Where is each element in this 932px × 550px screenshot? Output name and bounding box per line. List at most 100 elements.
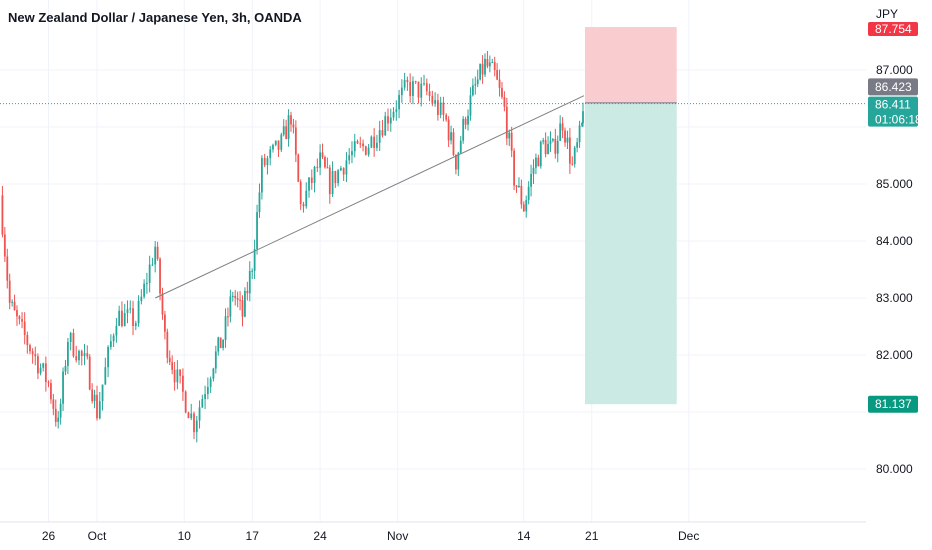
time-axis[interactable]: 26 Oct 10 17 24 Nov 14 21 Dec bbox=[42, 529, 700, 543]
candle-body bbox=[297, 154, 300, 182]
candle-body bbox=[447, 119, 450, 141]
candle-body bbox=[527, 186, 530, 200]
candle-body bbox=[69, 332, 72, 342]
candle-body bbox=[479, 63, 482, 80]
candle-body bbox=[535, 157, 537, 168]
candle-body bbox=[556, 140, 559, 154]
candle-body bbox=[231, 295, 234, 297]
candle-body bbox=[241, 300, 244, 317]
candle-body bbox=[140, 296, 143, 301]
candle-body bbox=[187, 412, 190, 419]
candle-body bbox=[219, 337, 222, 349]
time-tick-label: 26 bbox=[42, 529, 56, 543]
candle-body bbox=[469, 95, 472, 116]
candle-body bbox=[282, 126, 285, 135]
candle-body bbox=[37, 356, 39, 374]
candle-body bbox=[54, 408, 57, 422]
candle-body bbox=[190, 413, 193, 419]
entry-price-tag: 86.423 bbox=[868, 78, 918, 96]
time-tick-label: 17 bbox=[246, 529, 260, 543]
candle-body bbox=[143, 283, 146, 297]
candle-body bbox=[568, 137, 571, 164]
candle-body bbox=[319, 152, 321, 168]
candle-body bbox=[59, 403, 62, 418]
trendline[interactable] bbox=[154, 95, 585, 299]
candle-body bbox=[214, 351, 217, 369]
candle-body bbox=[428, 91, 431, 96]
candle-body bbox=[578, 125, 581, 143]
candle-body bbox=[515, 185, 518, 188]
candle-body bbox=[280, 134, 283, 150]
time-tick-label: Dec bbox=[678, 529, 699, 543]
candle-body bbox=[414, 81, 417, 83]
candle-body bbox=[115, 325, 118, 336]
candle-body bbox=[398, 95, 400, 110]
candle-body bbox=[179, 369, 182, 376]
candle-body bbox=[6, 256, 9, 281]
price-axis[interactable]: 87.000 85.000 84.000 83.000 82.000 80.000 bbox=[876, 63, 913, 476]
take-profit-zone bbox=[585, 102, 677, 405]
candle-body bbox=[339, 168, 342, 171]
candle-body bbox=[582, 111, 584, 124]
stop-price-tag-text: 87.754 bbox=[875, 22, 912, 36]
candle-body bbox=[348, 155, 351, 161]
candle-body bbox=[310, 177, 313, 183]
last-price-tag-bg bbox=[868, 96, 918, 127]
candle-body bbox=[75, 356, 78, 361]
candle-body bbox=[491, 62, 494, 64]
time-tick-label: 21 bbox=[585, 529, 599, 543]
candle-body bbox=[518, 185, 520, 188]
candle-body bbox=[476, 79, 479, 85]
candle-body bbox=[554, 138, 557, 154]
candle-body bbox=[248, 270, 251, 294]
candle-body bbox=[581, 123, 583, 126]
candle-body bbox=[182, 375, 184, 392]
currency-label: JPY bbox=[876, 7, 898, 21]
price-tick-label: 82.000 bbox=[876, 348, 913, 362]
candle-body bbox=[381, 130, 384, 136]
candle-body bbox=[406, 79, 409, 83]
candle-body bbox=[217, 337, 220, 352]
candle-body bbox=[287, 115, 290, 140]
candle-body bbox=[392, 111, 395, 118]
candle-body bbox=[378, 130, 381, 143]
candle-body bbox=[544, 140, 547, 155]
candle-body bbox=[561, 123, 564, 131]
candle-body bbox=[496, 70, 499, 80]
candle-body bbox=[251, 270, 254, 272]
candle-body bbox=[532, 167, 535, 174]
candle-body bbox=[277, 140, 280, 150]
candle-body bbox=[481, 63, 484, 75]
candle-body bbox=[3, 234, 6, 257]
candle-body bbox=[88, 356, 91, 390]
candle-body bbox=[137, 300, 140, 324]
candle-body bbox=[503, 97, 506, 107]
candle-body bbox=[21, 319, 23, 322]
candle-body bbox=[176, 369, 179, 383]
candle-body bbox=[387, 116, 389, 124]
candle-body bbox=[129, 308, 132, 310]
candle-body bbox=[86, 353, 89, 357]
candle-body bbox=[484, 58, 486, 75]
candle-body bbox=[513, 150, 515, 186]
candle-body bbox=[132, 308, 134, 327]
candle-body bbox=[67, 341, 69, 366]
grid-lines bbox=[0, 0, 866, 523]
candle-body bbox=[212, 368, 215, 379]
price-tick-label: 85.000 bbox=[876, 177, 913, 191]
candle-body bbox=[522, 204, 525, 212]
candle-body bbox=[161, 293, 164, 315]
candle-body bbox=[520, 185, 523, 205]
candle-body bbox=[370, 136, 373, 148]
candle-body bbox=[450, 132, 452, 141]
candle-body bbox=[373, 136, 376, 148]
candle-body bbox=[542, 140, 545, 142]
candle-body bbox=[364, 146, 367, 155]
position-zones[interactable] bbox=[585, 27, 677, 405]
candle-body bbox=[126, 309, 129, 314]
price-tick-label: 80.000 bbox=[876, 462, 913, 476]
candle-body bbox=[328, 167, 331, 195]
candle-body bbox=[290, 115, 292, 125]
candle-body bbox=[26, 335, 29, 346]
